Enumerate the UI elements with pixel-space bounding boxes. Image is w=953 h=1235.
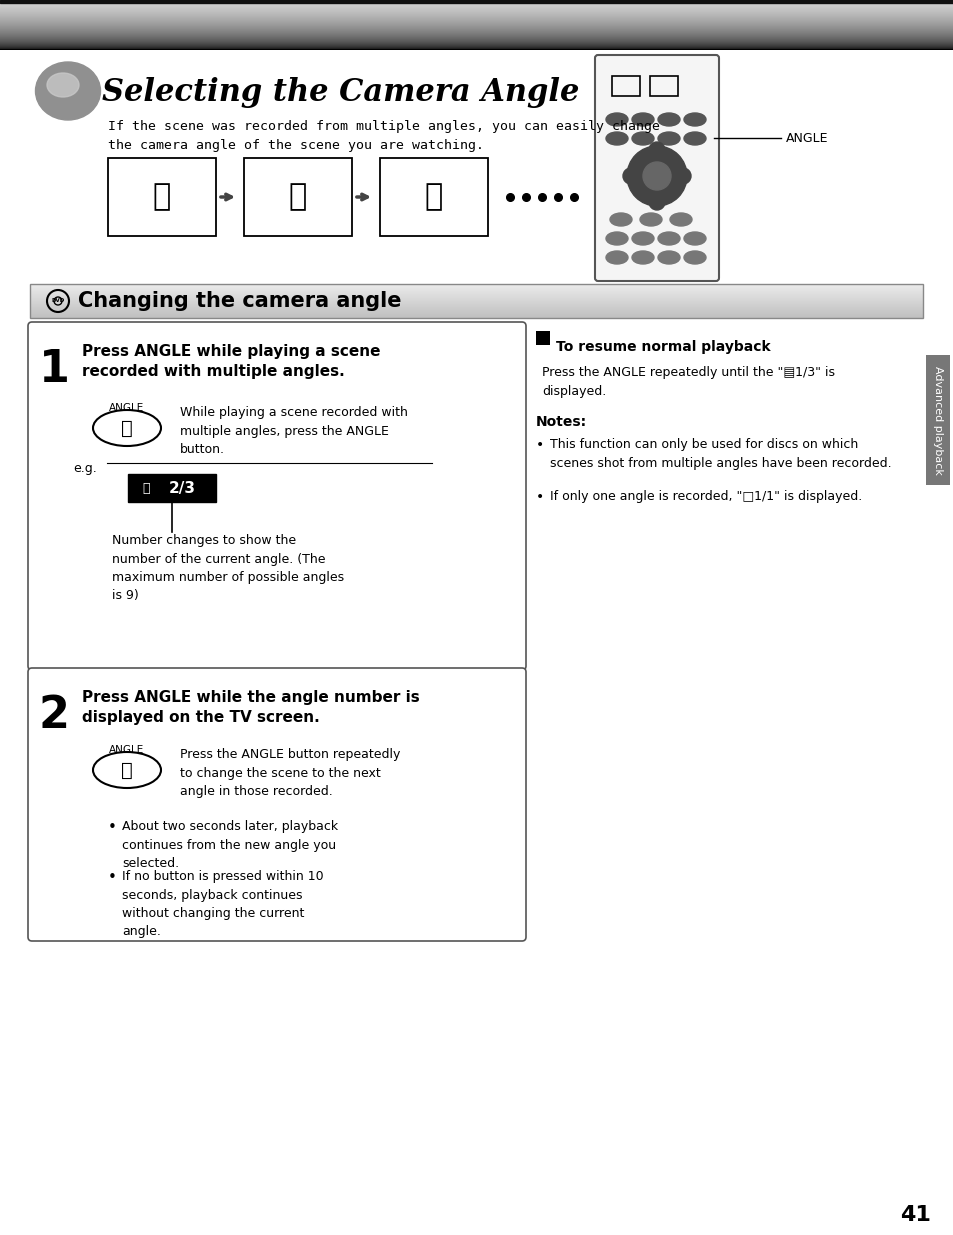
Ellipse shape — [658, 232, 679, 245]
Text: •: • — [536, 490, 543, 504]
Ellipse shape — [92, 752, 161, 788]
Text: Press the ANGLE button repeatedly
to change the scene to the next
angle in those: Press the ANGLE button repeatedly to cha… — [180, 748, 400, 798]
Text: 🚗: 🚗 — [152, 183, 171, 211]
Ellipse shape — [683, 251, 705, 264]
Bar — [925, 354, 949, 485]
Ellipse shape — [658, 251, 679, 264]
Circle shape — [626, 146, 686, 206]
Ellipse shape — [605, 112, 627, 126]
FancyBboxPatch shape — [595, 56, 719, 282]
Bar — [30, 284, 923, 317]
Ellipse shape — [683, 232, 705, 245]
Bar — [379, 158, 488, 236]
Text: 2/3: 2/3 — [169, 480, 195, 495]
Ellipse shape — [609, 212, 631, 226]
Ellipse shape — [92, 410, 161, 446]
Bar — [649, 77, 678, 96]
Text: Advanced playback: Advanced playback — [932, 366, 942, 474]
Ellipse shape — [683, 132, 705, 144]
Ellipse shape — [669, 212, 691, 226]
FancyBboxPatch shape — [28, 668, 525, 941]
Text: DVD: DVD — [51, 299, 65, 304]
Bar — [128, 474, 215, 501]
Ellipse shape — [683, 112, 705, 126]
Ellipse shape — [605, 251, 627, 264]
Text: Number changes to show the
number of the current angle. (The
maximum number of p: Number changes to show the number of the… — [112, 534, 344, 603]
Circle shape — [648, 142, 664, 158]
Text: Notes:: Notes: — [536, 415, 586, 429]
FancyBboxPatch shape — [28, 322, 525, 671]
Text: •: • — [536, 438, 543, 452]
Text: 🎥: 🎥 — [121, 419, 132, 437]
Text: ANGLE: ANGLE — [785, 131, 827, 144]
Circle shape — [622, 168, 639, 184]
Ellipse shape — [639, 212, 661, 226]
Circle shape — [642, 162, 670, 190]
Text: 🚙: 🚙 — [424, 183, 442, 211]
Bar — [244, 158, 352, 236]
Text: Press ANGLE while the angle number is
displayed on the TV screen.: Press ANGLE while the angle number is di… — [82, 690, 419, 725]
Bar — [108, 158, 215, 236]
Text: 🎥: 🎥 — [121, 761, 132, 779]
Ellipse shape — [631, 132, 654, 144]
Text: 🎥: 🎥 — [142, 482, 150, 494]
Text: If only one angle is recorded, "□1/1" is displayed.: If only one angle is recorded, "□1/1" is… — [550, 490, 862, 503]
Text: Selecting the Camera Angle: Selecting the Camera Angle — [102, 77, 578, 107]
Circle shape — [675, 168, 690, 184]
Text: To resume normal playback: To resume normal playback — [556, 340, 770, 354]
Text: About two seconds later, playback
continues from the new angle you
selected.: About two seconds later, playback contin… — [122, 820, 337, 869]
Text: ANGLE: ANGLE — [110, 403, 145, 412]
Text: •: • — [108, 820, 116, 835]
Ellipse shape — [631, 251, 654, 264]
Circle shape — [648, 194, 664, 210]
Ellipse shape — [605, 232, 627, 245]
Text: 1: 1 — [38, 348, 70, 391]
Text: While playing a scene recorded with
multiple angles, press the ANGLE
button.: While playing a scene recorded with mult… — [180, 406, 408, 456]
Text: This function can only be used for discs on which
scenes shot from multiple angl: This function can only be used for discs… — [550, 438, 891, 471]
Ellipse shape — [658, 132, 679, 144]
Ellipse shape — [605, 132, 627, 144]
Ellipse shape — [35, 62, 100, 120]
Ellipse shape — [631, 232, 654, 245]
Bar — [612, 77, 639, 96]
Text: •: • — [108, 869, 116, 885]
Ellipse shape — [658, 112, 679, 126]
Bar — [536, 331, 550, 345]
Text: If the scene was recorded from multiple angles, you can easily change
the camera: If the scene was recorded from multiple … — [108, 120, 659, 152]
Ellipse shape — [631, 112, 654, 126]
Text: Changing the camera angle: Changing the camera angle — [78, 291, 401, 311]
Text: e.g.: e.g. — [73, 462, 97, 475]
Bar — [0, 0, 953, 2]
Text: 2: 2 — [38, 694, 70, 737]
Text: If no button is pressed within 10
seconds, playback continues
without changing t: If no button is pressed within 10 second… — [122, 869, 323, 939]
Text: 🚘: 🚘 — [289, 183, 307, 211]
Text: Press the ANGLE repeatedly until the "▤1/3" is
displayed.: Press the ANGLE repeatedly until the "▤1… — [541, 366, 834, 398]
Ellipse shape — [47, 73, 79, 98]
Text: 41: 41 — [899, 1205, 930, 1225]
Text: Press ANGLE while playing a scene
recorded with multiple angles.: Press ANGLE while playing a scene record… — [82, 345, 380, 379]
Text: ANGLE: ANGLE — [110, 745, 145, 755]
